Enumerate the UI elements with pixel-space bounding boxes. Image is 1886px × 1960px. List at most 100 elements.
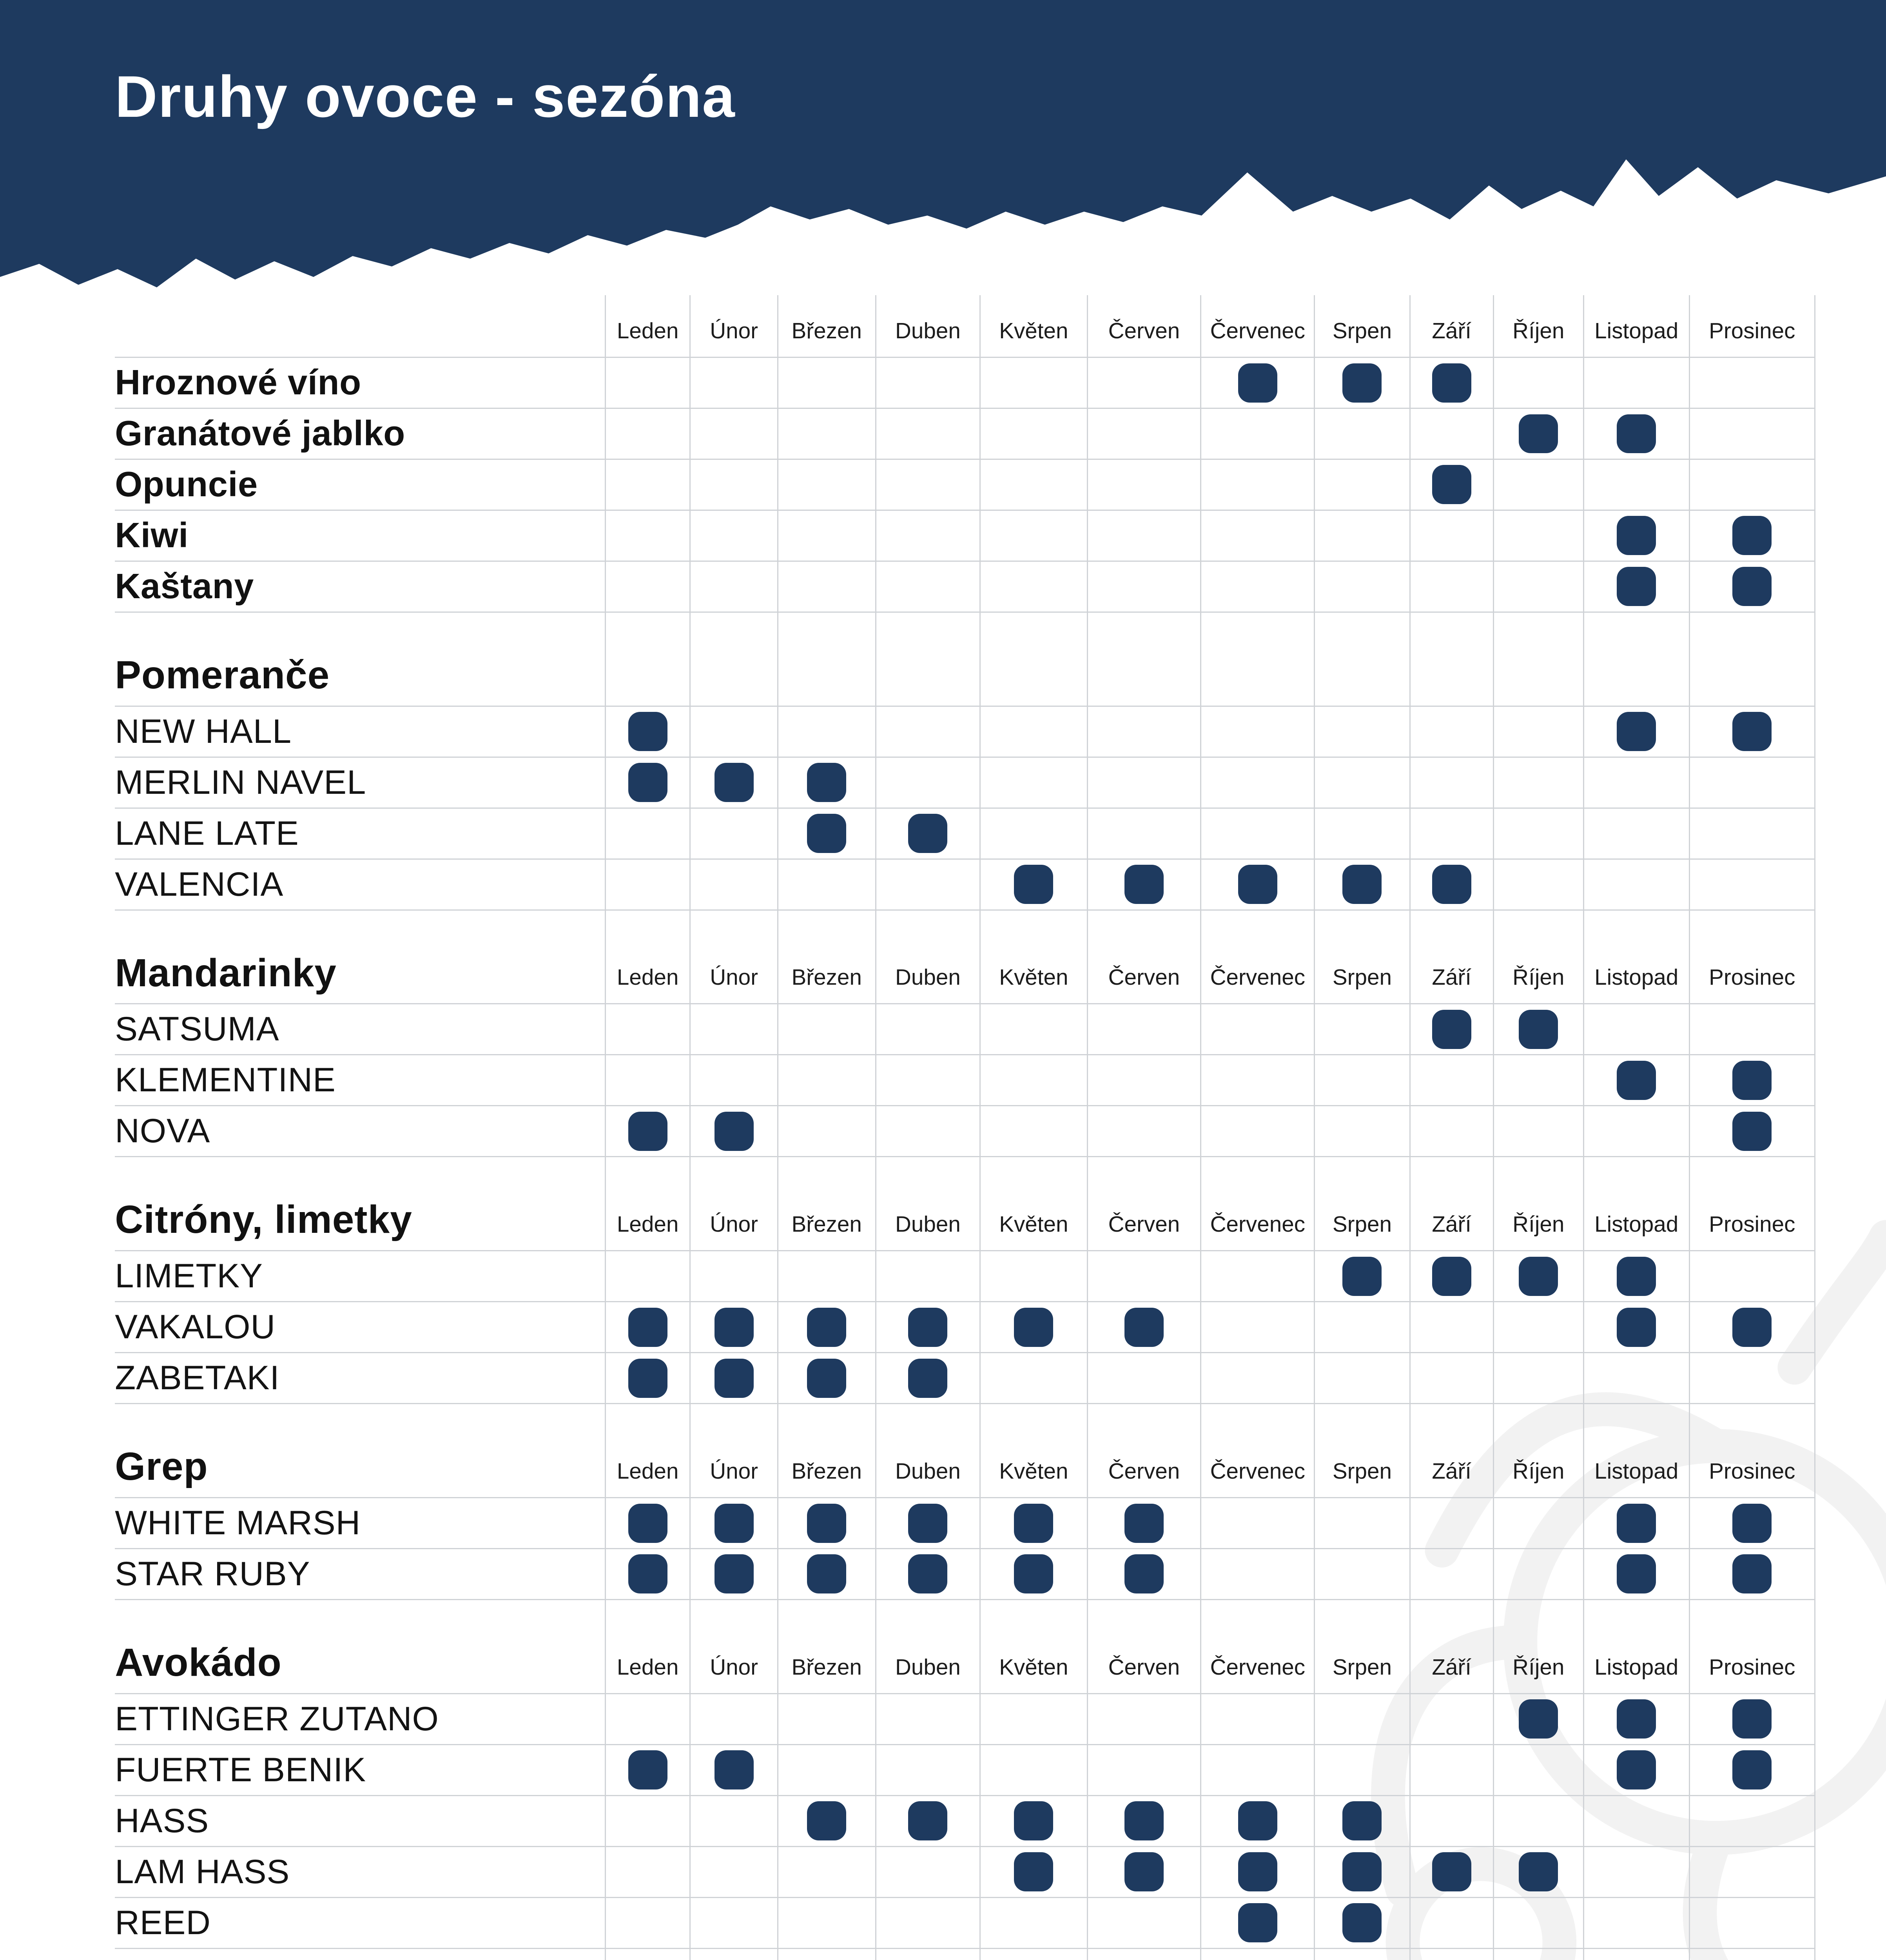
season-mark (1519, 1699, 1558, 1739)
month-cell (1314, 1498, 1409, 1548)
season-mark (1732, 567, 1772, 606)
month-cell (1200, 1796, 1314, 1846)
fruit-label: KLEMENTINE (115, 1061, 336, 1099)
season-mark (1342, 865, 1382, 904)
season-mark (628, 1503, 667, 1543)
month-label: Červen (1086, 1600, 1201, 1693)
month-label: Srpen (1314, 1404, 1409, 1497)
season-mark (628, 1750, 667, 1790)
fruit-label: REED (115, 1904, 211, 1942)
month-label: Listopad (1583, 1157, 1689, 1250)
season-mark (1732, 1750, 1772, 1790)
fruit-row: HASS (115, 1796, 1816, 1847)
month-cell (875, 1898, 980, 1948)
month-cell (604, 1498, 690, 1548)
season-mark (908, 1554, 948, 1594)
month-cell (1583, 1694, 1689, 1744)
month-cell (1086, 1302, 1201, 1352)
month-label: Únor (689, 1600, 777, 1693)
month-cell (1086, 1898, 1201, 1948)
fruit-row: ETTINGER ZUTANO (115, 1694, 1816, 1745)
month-cell (777, 1106, 875, 1156)
month-cell (875, 706, 980, 757)
season-mark (807, 1554, 847, 1594)
month-cell (604, 409, 690, 459)
fruit-row: VAKALOU (115, 1302, 1816, 1354)
season-mark (908, 1801, 948, 1841)
month-cell (1200, 561, 1314, 612)
month-cell (875, 459, 980, 510)
month-cell (1200, 1745, 1314, 1795)
month-cell (689, 1745, 777, 1795)
season-mark (908, 1307, 948, 1347)
fruit-label: LAM HASS (115, 1853, 290, 1891)
month-cell (979, 510, 1086, 561)
month-cell (604, 1796, 690, 1846)
season-mark (1732, 1111, 1772, 1151)
month-cell (1688, 409, 1815, 459)
month-cell (1200, 1055, 1314, 1105)
month-cell (1200, 1549, 1314, 1599)
season-mark (1124, 1801, 1164, 1841)
season-mark (714, 1503, 754, 1543)
grid-tail-cell (604, 1949, 690, 1960)
season-mark (807, 763, 847, 802)
month-cell (1409, 459, 1493, 510)
month-cell (1492, 706, 1583, 757)
month-cell (604, 859, 690, 909)
fruit-row: LAM HASS (115, 1847, 1816, 1898)
fruit-row: Kiwi (115, 510, 1816, 562)
season-mark (908, 1503, 948, 1543)
season-mark (1238, 363, 1277, 403)
month-cell (777, 358, 875, 408)
section-title: Pomeranče (115, 653, 330, 697)
month-cell (1086, 561, 1201, 612)
month-cell (689, 1353, 777, 1403)
month-label: Listopad (1583, 910, 1689, 1004)
month-cell (979, 1898, 1086, 1948)
month-cell (1200, 859, 1314, 909)
month-cell (689, 1796, 777, 1846)
month-cell (777, 757, 875, 808)
month-cell (1314, 1694, 1409, 1744)
month-cell (875, 1055, 980, 1105)
grid-tail-cell (875, 1949, 980, 1960)
month-label: Říjen (1492, 1600, 1583, 1693)
season-mark (1432, 363, 1471, 403)
month-label: Září (1409, 910, 1493, 1004)
month-cell (1492, 409, 1583, 459)
season-mark (1617, 414, 1656, 454)
month-cell (1492, 1498, 1583, 1548)
month-cell (979, 1302, 1086, 1352)
month-cell (875, 1847, 980, 1897)
month-cell (979, 706, 1086, 757)
season-mark (807, 1307, 847, 1347)
season-mark (714, 1307, 754, 1347)
season-mark (1617, 1060, 1656, 1100)
month-label: Březen (777, 910, 875, 1004)
month-cell (1583, 409, 1689, 459)
month-cell (1492, 1353, 1583, 1403)
month-cell (777, 1796, 875, 1846)
month-cell (1583, 1498, 1689, 1548)
month-cell (1688, 1498, 1815, 1548)
month-cell (1086, 1106, 1201, 1156)
month-cell (979, 1498, 1086, 1548)
season-mark (1238, 865, 1277, 904)
month-cell (777, 1898, 875, 1948)
fruit-label: FUERTE BENIK (115, 1751, 366, 1789)
month-cell (1200, 459, 1314, 510)
month-cell (604, 1055, 690, 1105)
month-cell (689, 757, 777, 808)
fruit-label: LANE LATE (115, 814, 299, 852)
season-mark (714, 763, 754, 802)
month-cell (1200, 1498, 1314, 1548)
month-cell (1688, 1694, 1815, 1744)
month-cell (1409, 1745, 1493, 1795)
month-cell (1492, 358, 1583, 408)
grid-tail-cell (1314, 1949, 1409, 1960)
month-cell (1409, 1055, 1493, 1105)
month-cell (1314, 1055, 1409, 1105)
month-cell (1583, 1745, 1689, 1795)
month-label: Červen (1086, 910, 1201, 1004)
